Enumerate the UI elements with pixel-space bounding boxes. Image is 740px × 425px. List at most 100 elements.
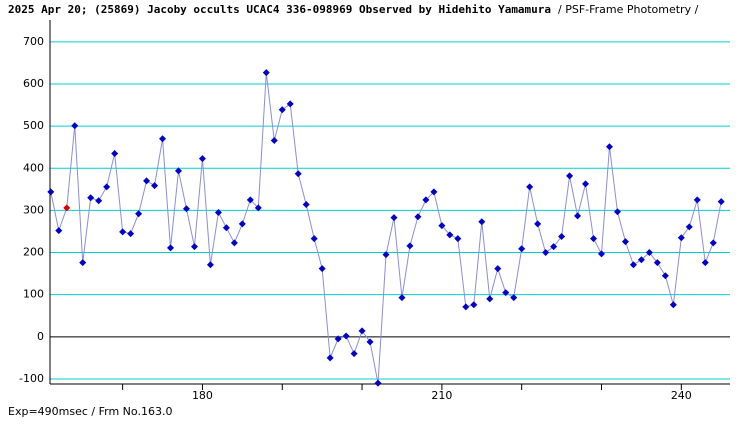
- data-point: [486, 295, 494, 303]
- data-point: [621, 238, 629, 246]
- data-point: [63, 204, 71, 212]
- data-point: [526, 183, 534, 191]
- data-point: [454, 235, 462, 243]
- data-point: [334, 335, 342, 343]
- data-point: [270, 136, 278, 144]
- data-point: [494, 265, 502, 273]
- data-point: [47, 188, 55, 196]
- data-point: [613, 208, 621, 216]
- data-point: [238, 220, 246, 228]
- data-point: [709, 239, 717, 247]
- data-point: [446, 231, 454, 239]
- data-point: [95, 197, 103, 205]
- data-point: [406, 242, 414, 250]
- data-point: [414, 213, 422, 221]
- data-point: [230, 239, 238, 247]
- data-point: [478, 218, 486, 226]
- data-point: [430, 188, 438, 196]
- data-point: [534, 220, 542, 228]
- data-point: [222, 224, 230, 232]
- data-point: [685, 223, 693, 231]
- data-point: [286, 100, 294, 108]
- data-point: [87, 194, 95, 202]
- data-point: [214, 209, 222, 217]
- data-point: [542, 249, 550, 257]
- data-point: [390, 214, 398, 222]
- data-point: [278, 106, 286, 114]
- data-point: [174, 167, 182, 175]
- chart-title: 2025 Apr 20; (25869) Jacoby occults UCAC…: [8, 3, 551, 16]
- data-point: [206, 261, 214, 269]
- data-point: [111, 150, 119, 158]
- data-point: [382, 251, 390, 259]
- x-tick-label: 210: [431, 389, 452, 402]
- data-point: [294, 170, 302, 178]
- data-point: [71, 122, 79, 130]
- data-point: [342, 332, 350, 340]
- data-point: [701, 259, 709, 267]
- data-point: [462, 303, 470, 311]
- data-point: [637, 256, 645, 264]
- data-point: [326, 354, 334, 362]
- data-point: [693, 196, 701, 204]
- data-point: [182, 205, 190, 213]
- data-point: [574, 212, 582, 220]
- data-point: [119, 228, 127, 236]
- data-point: [135, 210, 143, 218]
- data-point: [262, 69, 270, 77]
- y-tick-label: 0: [37, 330, 44, 343]
- data-point: [653, 259, 661, 267]
- y-tick-label: 600: [23, 77, 44, 90]
- y-tick-label: 500: [23, 119, 44, 132]
- data-point: [302, 201, 310, 209]
- data-point: [598, 250, 606, 258]
- data-point: [422, 196, 430, 204]
- data-point: [167, 244, 175, 252]
- data-point: [661, 272, 669, 280]
- data-point: [318, 265, 326, 273]
- y-tick-label: 200: [23, 246, 44, 259]
- data-point: [582, 180, 590, 188]
- chart-subtitle: / PSF-Frame Photometry /: [558, 3, 699, 16]
- data-point: [717, 198, 725, 206]
- y-tick-label: 700: [23, 35, 44, 48]
- data-point: [566, 172, 574, 180]
- data-point: [358, 327, 366, 335]
- data-point: [366, 338, 374, 346]
- data-point: [79, 259, 87, 267]
- data-point: [246, 196, 254, 204]
- y-tick-label: 300: [23, 203, 44, 216]
- data-point: [151, 182, 159, 190]
- data-point: [518, 245, 526, 253]
- y-tick-label: -100: [19, 372, 44, 385]
- footnote: Exp=490msec / Frm No.163.0: [8, 405, 172, 418]
- x-tick-label: 240: [671, 389, 692, 402]
- data-point: [159, 135, 167, 143]
- data-point: [103, 183, 111, 191]
- data-point: [677, 234, 685, 242]
- data-point: [143, 177, 151, 185]
- data-point: [590, 235, 598, 243]
- data-point: [605, 143, 613, 151]
- data-point: [550, 243, 558, 251]
- data-point: [198, 155, 206, 163]
- data-point: [127, 230, 135, 238]
- data-point: [645, 249, 653, 257]
- data-point: [669, 301, 677, 309]
- data-point: [310, 235, 318, 243]
- data-point: [438, 222, 446, 230]
- data-point: [629, 261, 637, 269]
- data-point: [398, 294, 406, 302]
- data-point: [470, 301, 478, 309]
- y-tick-label: 400: [23, 161, 44, 174]
- data-point: [502, 289, 510, 297]
- y-tick-label: 100: [23, 288, 44, 301]
- x-tick-label: 180: [192, 389, 213, 402]
- data-point: [374, 379, 382, 387]
- data-point: [558, 233, 566, 241]
- data-point: [55, 227, 63, 235]
- data-point: [190, 243, 198, 251]
- data-point: [350, 350, 358, 358]
- data-point: [254, 204, 262, 212]
